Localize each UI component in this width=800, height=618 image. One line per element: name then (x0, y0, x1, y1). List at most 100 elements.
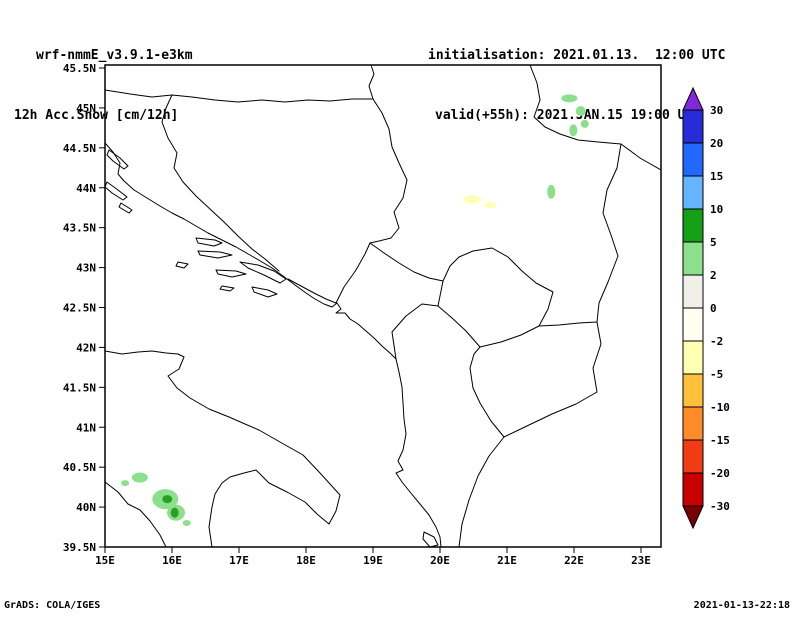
border-serbia-bulgaria (597, 144, 621, 322)
border-montenegro-albania (392, 304, 438, 359)
border-kosovo (438, 248, 553, 347)
snow-patch (121, 480, 130, 487)
y-tick-label: 42.5N (63, 302, 96, 315)
y-tick-label: 43N (76, 262, 96, 275)
island-vis (176, 262, 188, 268)
snow-patch (463, 195, 482, 204)
snow-patch (170, 507, 179, 518)
border-croatia-serbia (369, 65, 374, 99)
model-title: wrf-nmmE_v3.9.1-e3km (36, 48, 193, 63)
border-bosnia-serbia-drina (370, 99, 407, 243)
border-bosnia-west (162, 95, 279, 271)
colorbar-level-label: -30 (710, 500, 730, 513)
snow-patch (484, 202, 497, 209)
y-tick-label: 45N (76, 102, 96, 115)
coastline-east-adriatic (105, 143, 441, 547)
time-block: initialisation: 2021.01.13. 12:00 UTC va… (428, 6, 725, 166)
x-tick-label: 16E (162, 554, 182, 567)
coastline-italy-tyrrhenian (105, 482, 166, 547)
colorbar-level-label: -20 (710, 467, 730, 480)
title-block: wrf-nmmE_v3.9.1-e3km 12h Acc.Snow [cm/12… (14, 6, 193, 166)
y-tick-label: 44N (76, 182, 96, 195)
map-content (105, 65, 661, 547)
colorbar-level-label: 2 (710, 269, 717, 282)
valid-time-label: valid(+55h): 2021.JAN.15 19:00 UTC (435, 108, 702, 123)
x-tick-label: 17E (229, 554, 249, 567)
creation-timestamp: 2021-01-13-22:18 (693, 600, 790, 611)
x-tick-label: 15E (95, 554, 115, 567)
border-bosnia-montenegro (336, 243, 370, 303)
map-frame (105, 65, 661, 547)
colorbar-level-label: 30 (710, 104, 723, 117)
border-serbia-romania (530, 65, 661, 170)
colorbar-segment (682, 175, 704, 210)
x-tick-label: 23E (631, 554, 651, 567)
border-albania-greece (459, 437, 504, 547)
peninsula-peljesac (240, 262, 286, 283)
snow-shading-layer (121, 94, 589, 527)
colorbar-segment (682, 373, 704, 408)
y-tick-label: 41.5N (63, 381, 96, 394)
island-korcula (216, 270, 246, 277)
y-tick-label: 45.5N (63, 62, 96, 75)
snow-patch (162, 495, 173, 504)
snow-patch (580, 119, 589, 128)
island-dugi-otok (105, 182, 127, 200)
snow-patch (561, 94, 578, 103)
x-axis-ticks: 15E 16E 17E 18E 19E 20E 21E 22E 23E (95, 547, 651, 567)
colorbar-level-label: 5 (710, 236, 717, 249)
snow-patch (547, 184, 556, 199)
colorbar-level-label: 10 (710, 203, 723, 216)
y-tick-label: 43.5N (63, 222, 96, 235)
colorbar-level-label: 15 (710, 170, 723, 183)
island-lastovo (220, 286, 234, 291)
colorbar-level-label: -15 (710, 434, 730, 447)
snow-patch (131, 472, 148, 483)
border-bosnia-southeast (288, 279, 336, 303)
border-bosnia-north (105, 90, 373, 102)
x-tick-label: 19E (363, 554, 383, 567)
coastline-italy-adriatic (105, 351, 340, 547)
init-time-label: initialisation: 2021.01.13. 12:00 UTC (428, 48, 726, 63)
island-corfu (423, 532, 438, 547)
colorbar-segment (682, 472, 704, 507)
border-serbia-montenegro (370, 243, 443, 281)
y-tick-label: 39.5N (63, 541, 96, 554)
island-mljet (252, 287, 277, 297)
y-tick-label: 42N (76, 341, 96, 354)
colorbar-segment (682, 142, 704, 177)
colorbar-segment (682, 340, 704, 375)
y-axis-ticks: 39.5N 40N 40.5N 41N 41.5N 42N 42.5N 43N 43.5N 44N… (63, 62, 105, 554)
colorbar-segment (682, 274, 704, 309)
island-brac (196, 238, 222, 246)
island-hvar (198, 251, 232, 258)
snow-patch (575, 106, 586, 117)
colorbar-level-label: 20 (710, 137, 723, 150)
colorbar-segment (682, 307, 704, 342)
border-macedonia-albania (470, 347, 504, 437)
border-serbia-macedonia (539, 322, 597, 326)
snow-patch (182, 520, 191, 527)
grads-credit: GrADS: COLA/IGES (4, 600, 101, 611)
colorbar-segment (682, 241, 704, 276)
colorbar-segment (682, 208, 704, 243)
colorbar-level-label: -2 (710, 335, 723, 348)
colorbar-level-label: -5 (710, 368, 723, 381)
colorbar-segment (682, 439, 704, 474)
island-kornati (119, 203, 132, 213)
colorbar-arrow-down-icon (682, 505, 704, 530)
y-tick-label: 40N (76, 501, 96, 514)
x-tick-label: 21E (497, 554, 517, 567)
x-tick-label: 18E (296, 554, 316, 567)
x-tick-label: 20E (430, 554, 450, 567)
border-macedonia-greece (504, 392, 597, 437)
map-outlines (105, 65, 661, 547)
border-macedonia-bulgaria (593, 322, 601, 392)
x-tick-label: 22E (564, 554, 584, 567)
colorbar-segment (682, 109, 704, 144)
island-pag (107, 150, 128, 169)
y-tick-label: 40.5N (63, 461, 96, 474)
